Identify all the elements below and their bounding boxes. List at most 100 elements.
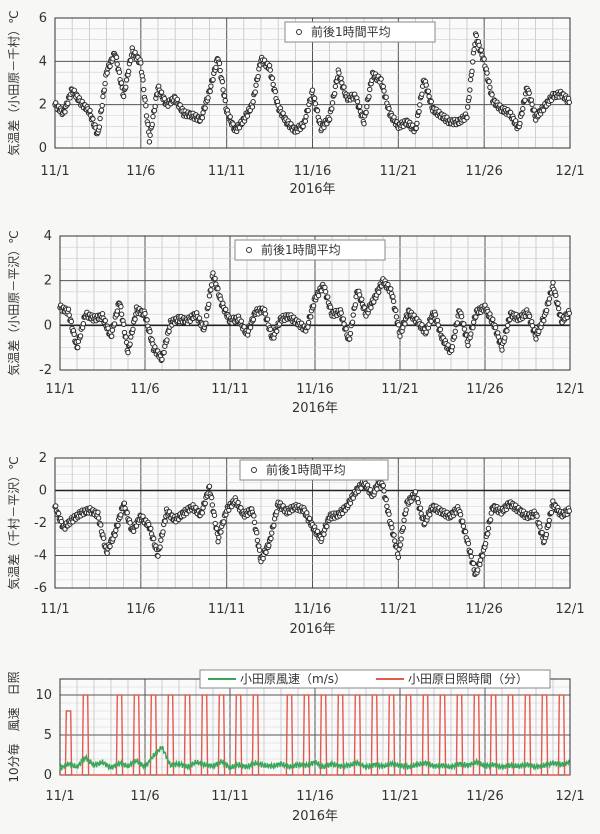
data-point	[148, 525, 154, 532]
data-point	[432, 312, 439, 318]
data-point	[368, 304, 374, 311]
data-point	[262, 311, 269, 317]
data-point	[541, 317, 547, 324]
y-tick-label: 5	[44, 728, 52, 743]
data-point	[359, 296, 365, 302]
series-line-sunshine	[60, 694, 570, 776]
data-point	[101, 87, 108, 93]
data-point	[203, 313, 210, 319]
data-point	[216, 534, 222, 541]
data-point	[376, 289, 382, 295]
x-tick-label: 11/11	[208, 602, 245, 617]
data-point	[128, 57, 134, 64]
data-point	[325, 294, 331, 300]
data-point	[381, 488, 387, 494]
data-point	[221, 519, 227, 525]
data-point	[397, 333, 403, 339]
data-point	[356, 292, 363, 298]
data-point	[403, 507, 409, 513]
y-tick-label: -2	[34, 516, 47, 531]
data-point	[244, 113, 251, 119]
legend-box	[199, 669, 551, 689]
data-point	[100, 93, 106, 100]
data-point	[140, 86, 147, 93]
data-point	[109, 333, 115, 339]
data-point	[546, 296, 553, 302]
data-point	[555, 305, 562, 312]
data-point	[118, 311, 125, 317]
data-point	[386, 105, 392, 112]
x-tick-label: 11/1	[45, 382, 74, 397]
x-tick-label: 11/1	[45, 789, 74, 804]
data-point	[151, 107, 158, 114]
chart-panel-4: 0 5 10 11/1 11/6 11/11 11/16 11/21 11/26 12/1 2016…	[6, 669, 585, 824]
data-point	[469, 68, 475, 75]
data-point	[329, 106, 335, 112]
data-point	[311, 95, 318, 102]
data-point	[378, 76, 384, 82]
data-point	[312, 101, 319, 107]
data-point	[305, 324, 311, 330]
data-point	[250, 99, 256, 105]
data-point	[271, 522, 277, 529]
data-point	[264, 316, 271, 322]
data-point	[166, 328, 172, 335]
data-point	[566, 99, 572, 106]
data-point	[534, 513, 540, 519]
data-point	[415, 499, 422, 506]
data-point	[138, 60, 144, 66]
data-point	[80, 321, 87, 327]
data-point	[471, 46, 477, 53]
data-point	[127, 520, 133, 526]
x-axis-title: 2016年	[289, 182, 335, 197]
data-point	[401, 517, 407, 523]
y-tick-label: 6	[39, 11, 47, 26]
data-point	[526, 313, 533, 319]
data-point	[114, 308, 121, 314]
data-point	[413, 125, 419, 131]
data-point	[504, 322, 511, 329]
data-point	[255, 73, 261, 80]
data-point	[310, 303, 317, 309]
data-point	[388, 286, 394, 292]
data-point	[546, 517, 552, 524]
data-point	[412, 489, 419, 495]
data-point	[109, 327, 116, 333]
data-point	[140, 77, 146, 83]
data-point	[416, 108, 422, 115]
x-tick-label: 11/26	[466, 382, 503, 397]
data-point	[302, 118, 309, 124]
data-point	[130, 326, 136, 333]
data-point	[517, 120, 523, 127]
data-point	[350, 495, 356, 501]
data-point	[215, 285, 221, 292]
data-point	[146, 139, 153, 145]
data-point	[272, 88, 279, 95]
data-point	[465, 104, 471, 110]
data-point	[65, 306, 72, 312]
data-point	[152, 103, 158, 110]
data-point	[487, 84, 493, 91]
data-point	[210, 270, 216, 276]
data-point	[208, 83, 214, 89]
data-point	[208, 282, 215, 288]
data-point	[206, 293, 213, 299]
data-point	[392, 538, 398, 544]
y-axis-title: 気温差（千村－平沢）℃	[6, 456, 21, 589]
data-point	[123, 77, 130, 83]
data-point	[303, 113, 309, 120]
data-point	[488, 510, 495, 516]
data-point	[115, 522, 121, 529]
data-point	[113, 527, 119, 534]
legend-box	[239, 459, 389, 481]
data-point	[467, 76, 474, 83]
data-point	[473, 32, 479, 39]
legend-label-sunshine: 小田原日照時間（分）	[408, 672, 528, 686]
data-point	[308, 314, 314, 320]
data-point	[199, 510, 206, 516]
data-point	[543, 307, 550, 314]
data-point	[238, 318, 245, 324]
data-point	[155, 553, 161, 559]
data-point	[164, 337, 170, 343]
data-point	[202, 500, 208, 507]
